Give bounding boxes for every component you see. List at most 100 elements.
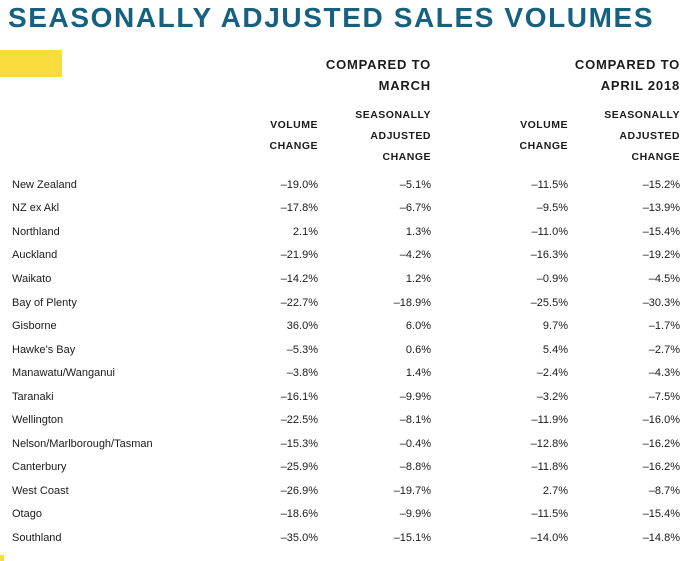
table-row: Manawatu/Wanganui –3.8% 1.4% –2.4% –4.3% — [12, 361, 680, 385]
header-line: ADJUSTED — [370, 130, 431, 142]
value-cell: –8.8% — [399, 461, 431, 474]
value-cell: –25.5% — [530, 296, 568, 309]
value-cell: –22.7% — [280, 296, 318, 309]
column-header-volume-change-march: VOLUME CHANGE — [269, 115, 318, 157]
region-label: Wellington — [12, 414, 64, 427]
value-cell: –12.8% — [530, 437, 568, 450]
header-line: SEASONALLY — [604, 109, 680, 121]
table-row: NZ ex Akl –17.8% –6.7% –9.5% –13.9% — [12, 197, 680, 221]
value-cell: –4.2% — [399, 249, 431, 262]
value-cell: –11.8% — [531, 461, 569, 474]
value-cell: –18.9% — [393, 296, 431, 309]
table-row: Otago –18.6% –9.9% –11.5% –15.4% — [12, 503, 680, 527]
value-cell: –9.9% — [399, 390, 431, 403]
header-line: CHANGE — [519, 140, 568, 152]
table-row: Waikato –14.2% 1.2% –0.9% –4.5% — [12, 267, 680, 291]
table-row: Nelson/Marlborough/Tasman –15.3% –0.4% –12.… — [12, 432, 680, 456]
value-cell: 1.3% — [405, 225, 431, 238]
table-row: Bay of Plenty –22.7% –18.9% –25.5% –30.3% — [12, 291, 680, 315]
header-line: APRIL 2018 — [600, 78, 680, 93]
column-header-seasonally-adjusted-change-april: SEASONALLY ADJUSTED CHANGE — [604, 105, 680, 168]
region-label: Auckland — [12, 249, 58, 262]
value-cell: –5.1% — [399, 178, 431, 191]
value-cell: 6.0% — [405, 320, 431, 333]
value-cell: –11.5% — [531, 508, 569, 521]
value-cell: –11.0% — [531, 225, 569, 238]
header-line: VOLUME — [520, 119, 568, 131]
value-cell: –15.4% — [642, 225, 680, 238]
value-cell: 1.4% — [405, 367, 431, 380]
value-cell: –19.2% — [642, 249, 680, 262]
value-cell: –5.3% — [286, 343, 318, 356]
table-row: Southland –35.0% –15.1% –14.0% –14.8% — [12, 526, 680, 550]
value-cell: –0.4% — [399, 437, 431, 450]
table-row: West Coast –26.9% –19.7% 2.7% –8.7% — [12, 479, 680, 503]
value-cell: 5.4% — [542, 343, 568, 356]
value-cell: –11.5% — [531, 178, 569, 191]
value-cell: –8.7% — [648, 484, 680, 497]
region-label: Nelson/Marlborough/Tasman — [12, 437, 153, 450]
value-cell: –21.9% — [280, 249, 318, 262]
value-cell: –16.2% — [642, 437, 680, 450]
table-body: New Zealand –19.0% –5.1% –11.5% –15.2% NZ ex … — [12, 173, 680, 550]
value-cell: 2.7% — [542, 484, 568, 497]
region-label: Southland — [12, 531, 62, 544]
value-cell: –22.5% — [280, 414, 318, 427]
value-cell: –3.2% — [536, 390, 568, 403]
value-cell: –15.2% — [642, 178, 680, 191]
header-line: COMPARED TO — [574, 57, 680, 72]
value-cell: –19.0% — [280, 178, 318, 191]
header-line: ADJUSTED — [619, 130, 680, 142]
region-label: Canterbury — [12, 461, 67, 474]
value-cell: –14.0% — [530, 531, 568, 544]
value-cell: –25.9% — [280, 461, 318, 474]
value-cell: –4.5% — [648, 272, 680, 285]
value-cell: 9.7% — [542, 320, 568, 333]
value-cell: –14.2% — [280, 272, 318, 285]
table-row: Canterbury –25.9% –8.8% –11.8% –16.2% — [12, 456, 680, 480]
value-cell: –2.7% — [648, 343, 680, 356]
region-label: NZ ex Akl — [12, 202, 60, 215]
value-cell: –16.3% — [530, 249, 568, 262]
value-cell: –7.5% — [648, 390, 680, 403]
value-cell: –16.0% — [642, 414, 680, 427]
value-cell: –15.3% — [280, 437, 318, 450]
value-cell: –0.9% — [536, 272, 568, 285]
group-header-compared-to-march: COMPARED TO MARCH — [326, 54, 431, 96]
table-row: Wellington –22.5% –8.1% –11.9% –16.0% — [12, 408, 680, 432]
value-cell: –19.7% — [393, 484, 431, 497]
header-line: VOLUME — [270, 119, 318, 131]
group-header-compared-to-april-2018: COMPARED TO APRIL 2018 — [575, 54, 680, 96]
header-line: MARCH — [378, 78, 431, 93]
value-cell: –16.1% — [280, 390, 318, 403]
value-cell: –4.3% — [648, 367, 680, 380]
page-title: SEASONALLY ADJUSTED SALES VOLUMES — [8, 2, 655, 33]
region-label: Northland — [12, 225, 60, 238]
value-cell: –9.9% — [399, 508, 431, 521]
header-line: SEASONALLY — [355, 109, 431, 121]
header-line: CHANGE — [382, 151, 431, 163]
region-label: West Coast — [12, 484, 69, 497]
header-line: CHANGE — [269, 140, 318, 152]
header-line: CHANGE — [631, 151, 680, 163]
region-label: Otago — [12, 508, 42, 521]
value-cell: –9.5% — [536, 202, 568, 215]
region-label: New Zealand — [12, 178, 77, 191]
column-header-seasonally-adjusted-change-march: SEASONALLY ADJUSTED CHANGE — [355, 105, 431, 168]
value-cell: 36.0% — [286, 320, 318, 333]
table-row: Auckland –21.9% –4.2% –16.3% –19.2% — [12, 244, 680, 268]
value-cell: –3.8% — [286, 367, 318, 380]
table-row: New Zealand –19.0% –5.1% –11.5% –15.2% — [12, 173, 680, 197]
region-label: Gisborne — [12, 320, 57, 333]
yellow-corner-mark — [0, 555, 4, 561]
region-label: Manawatu/Wanganui — [12, 367, 115, 380]
header-line: COMPARED TO — [325, 57, 431, 72]
value-cell: –18.6% — [280, 508, 318, 521]
column-header-volume-change-april: VOLUME CHANGE — [519, 115, 568, 157]
value-cell: –35.0% — [280, 531, 318, 544]
value-cell: –1.7% — [648, 320, 680, 333]
value-cell: –17.8% — [280, 202, 318, 215]
table-row: Gisborne 36.0% 6.0% 9.7% –1.7% — [12, 314, 680, 338]
value-cell: –26.9% — [280, 484, 318, 497]
region-label: Waikato — [12, 272, 52, 285]
